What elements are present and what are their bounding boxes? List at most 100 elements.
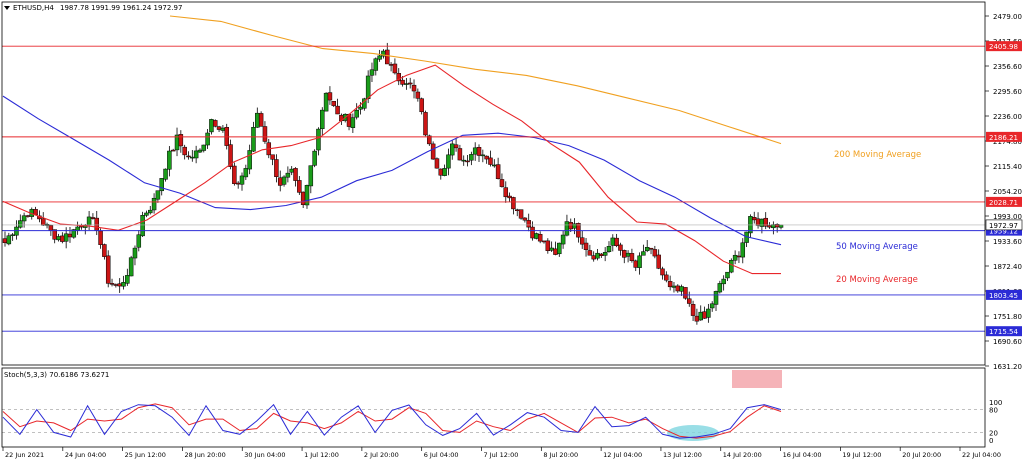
candle-body xyxy=(323,92,329,112)
candle-body xyxy=(289,168,294,173)
candle-body xyxy=(427,135,432,145)
candle-body xyxy=(488,157,493,165)
candle-body xyxy=(725,271,730,279)
candle-body xyxy=(522,217,528,221)
candle-body xyxy=(537,234,543,242)
level-tag xyxy=(986,41,1022,52)
level-tag xyxy=(986,131,1022,142)
price-tick-label: 2174.80 xyxy=(993,138,1022,146)
candle-body xyxy=(228,144,233,167)
candle-body xyxy=(247,150,252,170)
candle-body xyxy=(373,58,379,71)
candle-body xyxy=(216,126,222,130)
candle-body xyxy=(293,168,298,181)
time-tick-label: 12 Jul 04:00 xyxy=(603,451,642,459)
candle-body xyxy=(354,109,359,118)
candle-body xyxy=(52,229,57,240)
candle-body xyxy=(212,120,218,127)
price-tick-label: 1933.60 xyxy=(993,238,1022,246)
price-tick-label: 1872.40 xyxy=(993,263,1022,271)
candle-body xyxy=(159,178,164,192)
time-tick-label: 22 Jun 2021 xyxy=(5,451,44,459)
stochastic-pane[interactable] xyxy=(2,370,985,441)
time-tick-label: 22 Jul 04:00 xyxy=(962,451,1001,459)
candle-body xyxy=(545,240,551,251)
price-tick-label: 1751.80 xyxy=(993,313,1022,321)
overbought-highlight xyxy=(732,370,782,388)
candle-body xyxy=(652,249,658,257)
candle-body xyxy=(702,311,707,319)
candle-body xyxy=(610,237,616,246)
candle-body xyxy=(281,176,287,185)
candle-body xyxy=(637,255,642,268)
candle-body xyxy=(6,235,12,245)
candle-body xyxy=(262,126,268,142)
candle-body xyxy=(201,144,207,151)
candle-body xyxy=(102,244,107,257)
candle-body xyxy=(243,168,249,178)
candle-body xyxy=(717,283,723,293)
candle-body xyxy=(86,216,92,226)
price-tick-label: 1993.00 xyxy=(993,213,1022,221)
time-tick-label: 28 Jun 20:00 xyxy=(184,451,225,459)
candle-body xyxy=(239,175,245,185)
candle-body xyxy=(534,233,539,239)
price-tick-label: 2054.20 xyxy=(993,188,1022,196)
time-tick-label: 7 Jul 12:00 xyxy=(484,451,519,459)
candle-body xyxy=(518,209,524,219)
price-pane[interactable] xyxy=(2,15,985,332)
candle-body xyxy=(656,254,661,269)
candle-body xyxy=(641,251,646,256)
candle-body xyxy=(629,253,635,261)
candle-body xyxy=(599,253,604,256)
candle-body xyxy=(128,257,134,277)
annotation-ma20: 20 Moving Average xyxy=(836,275,918,285)
price-tick-label: 2356.60 xyxy=(993,63,1022,71)
candle-body xyxy=(235,182,241,185)
candle-body xyxy=(300,191,306,205)
level-tag-label: 2028.71 xyxy=(989,199,1018,207)
candle-body xyxy=(549,247,554,251)
candle-body xyxy=(732,254,738,261)
current-price-label: 1972.97 xyxy=(989,222,1018,230)
candle-body xyxy=(557,242,562,255)
candle-body xyxy=(587,250,593,256)
time-tick-label: 24 Jun 04:00 xyxy=(65,451,106,459)
candle-body xyxy=(579,237,585,245)
candle-body xyxy=(484,155,489,160)
candle-body xyxy=(446,154,451,169)
candle-body xyxy=(94,217,99,231)
candle-body xyxy=(10,234,15,236)
candle-body xyxy=(476,147,482,156)
time-tick-label: 1 Jul 12:00 xyxy=(304,451,339,459)
candle-body xyxy=(63,233,69,242)
level-tag xyxy=(986,326,1022,337)
candle-body xyxy=(350,117,356,128)
candle-body xyxy=(625,252,631,257)
time-tick-label: 20 Jul 20:00 xyxy=(902,451,941,459)
level-tag-label: 1803.45 xyxy=(989,292,1018,300)
price-tick-label: 1631.20 xyxy=(993,363,1022,371)
candle-body xyxy=(316,128,321,151)
candle-body xyxy=(358,106,363,110)
candle-body xyxy=(729,259,734,273)
candle-body xyxy=(434,158,440,169)
stoch-tick-label: 20 xyxy=(989,429,998,437)
candle-body xyxy=(690,304,696,316)
candle-body xyxy=(430,143,436,160)
candle-body xyxy=(331,101,336,106)
time-tick-label: 8 Jul 20:00 xyxy=(543,451,578,459)
candle-body xyxy=(109,283,115,285)
chevron-down-icon xyxy=(4,6,10,10)
candle-body xyxy=(388,64,394,66)
ma50-line xyxy=(2,95,782,246)
candle-body xyxy=(767,225,772,228)
candle-body xyxy=(167,150,172,170)
candle-body xyxy=(541,240,547,243)
candle-body xyxy=(277,177,283,186)
candle-body xyxy=(614,237,619,247)
level-tag xyxy=(986,225,1022,236)
candle-body xyxy=(193,150,199,159)
